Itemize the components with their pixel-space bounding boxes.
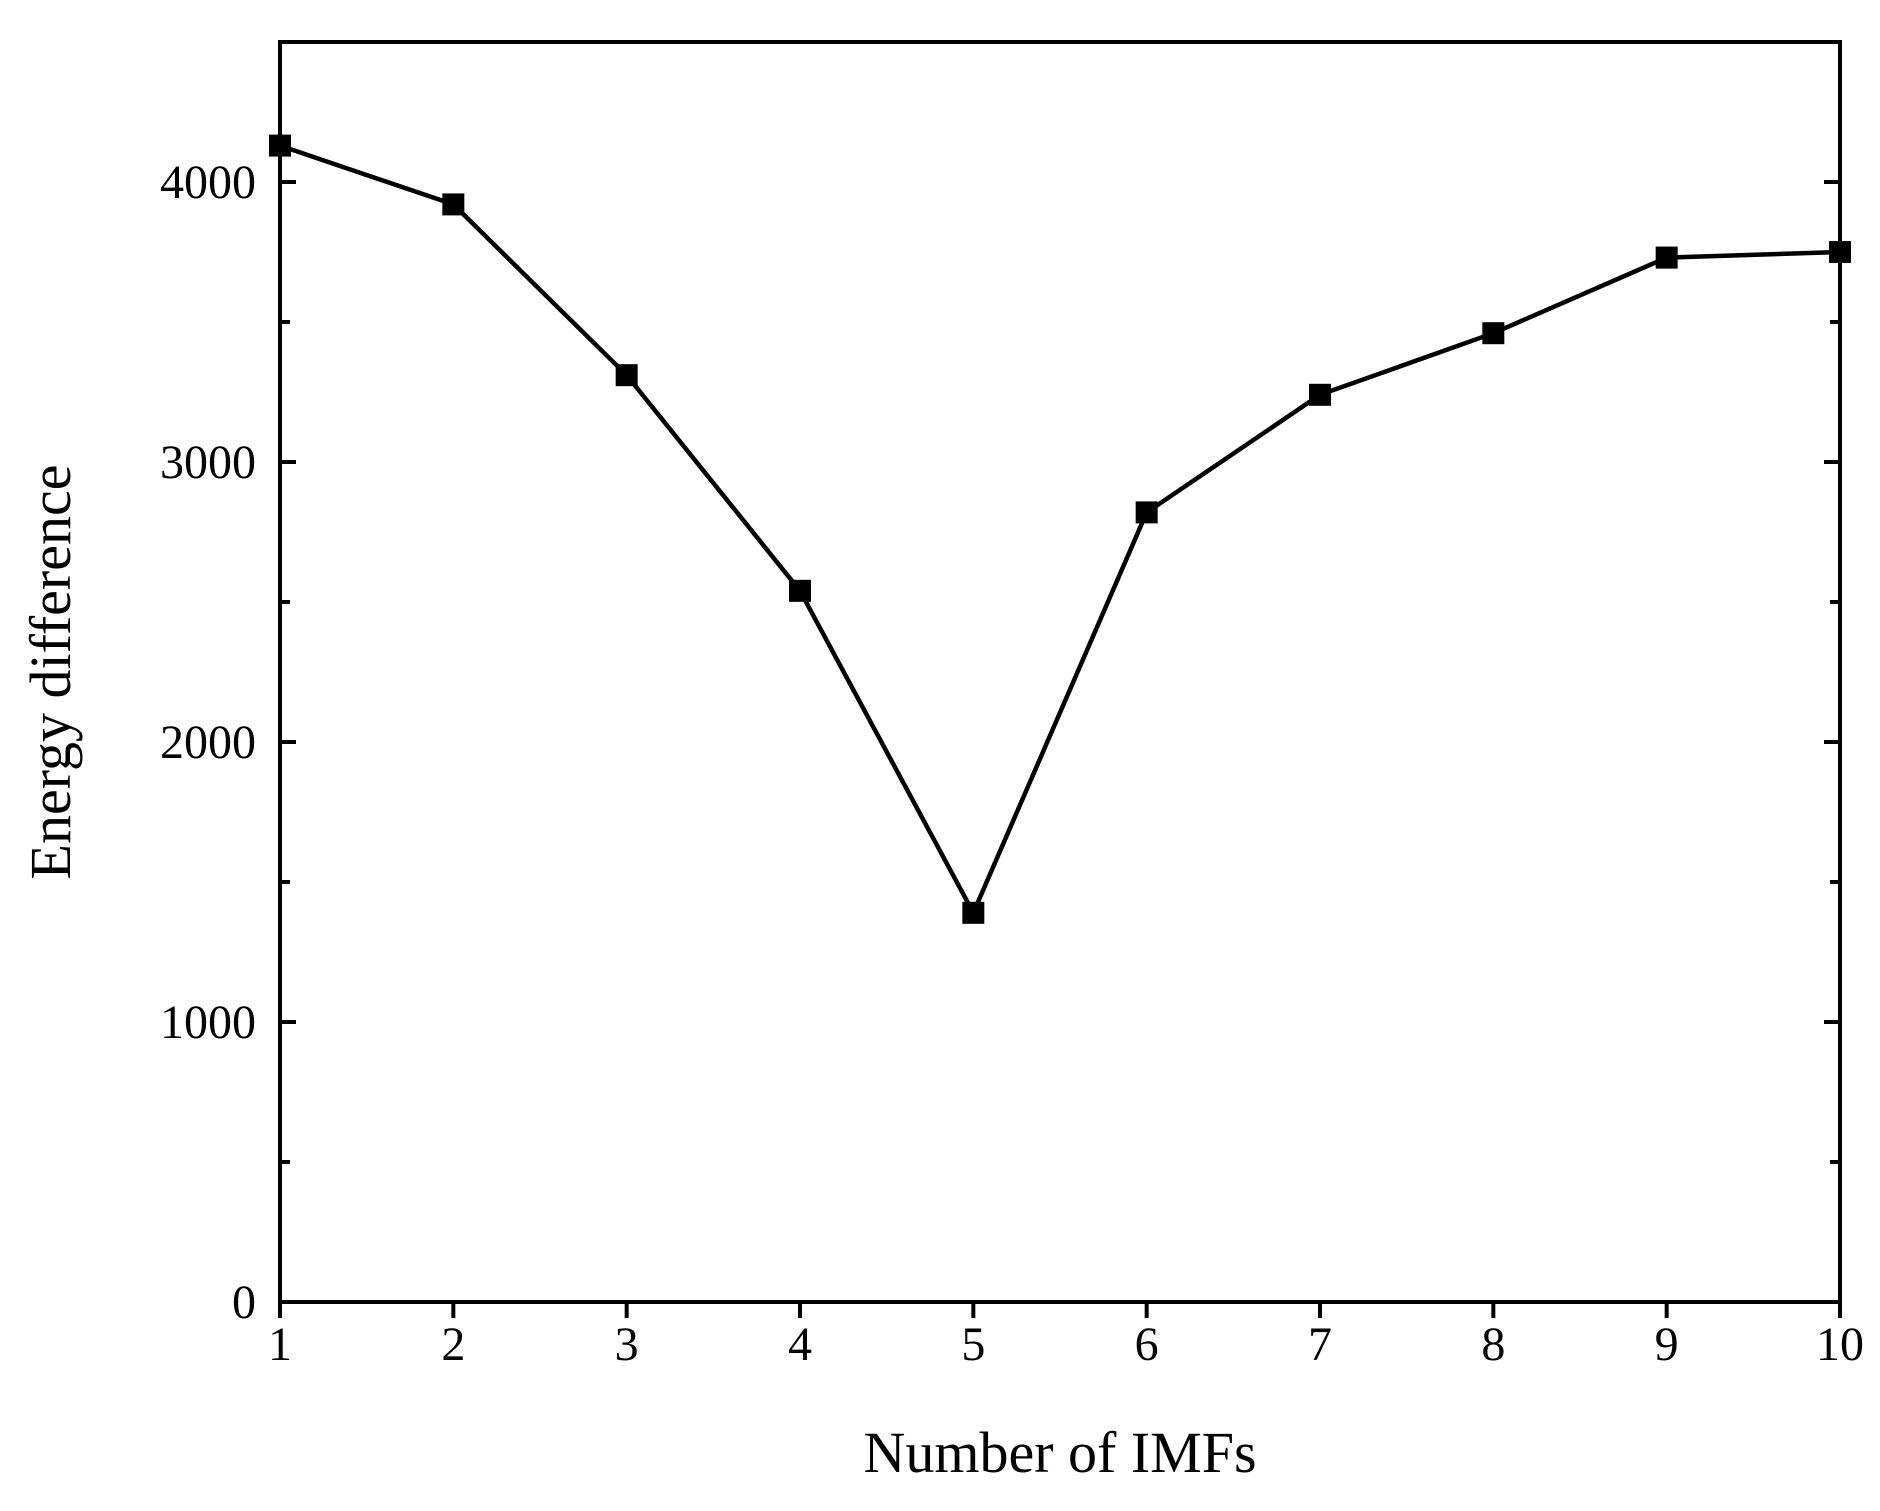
y-tick-label: 1000: [160, 996, 256, 1049]
x-tick-label: 6: [1135, 1318, 1159, 1371]
y-tick-label: 4000: [160, 156, 256, 209]
plot-frame: [278, 40, 1842, 1304]
x-tick-label: 9: [1655, 1318, 1679, 1371]
data-point-marker: [615, 364, 638, 387]
data-point-marker: [269, 134, 291, 157]
data-point-marker: [1482, 322, 1505, 345]
data-point-marker: [1135, 501, 1158, 524]
data-point-marker: [442, 193, 465, 216]
y-tick-label: 0: [232, 1276, 256, 1329]
data-point-marker: [1309, 383, 1331, 406]
x-tick-label: 4: [788, 1318, 812, 1371]
x-tick-labels: 1 2 3 4 5 6 7 8 9 10: [268, 1318, 1864, 1371]
y-tick-label: 3000: [160, 436, 256, 489]
data-point-marker: [1829, 241, 1851, 263]
series-line: [279, 143, 1841, 918]
y-tick-label: 2000: [160, 716, 256, 769]
x-axis-label: Number of IMFs: [863, 1420, 1256, 1485]
x-tick-label: 7: [1308, 1318, 1332, 1371]
x-tick-label: 10: [1816, 1318, 1864, 1371]
data-point-marker: [789, 579, 811, 602]
x-tick-label: 5: [961, 1318, 985, 1371]
series-layer: [269, 134, 1851, 924]
data-point-marker: [962, 901, 985, 924]
x-tick-label: 1: [268, 1318, 292, 1371]
y-tick-labels: 0 1000 2000 3000 4000: [160, 156, 256, 1329]
x-tick-label: 3: [615, 1318, 639, 1371]
y-axis-label: Energy difference: [18, 465, 83, 880]
x-tick-label: 8: [1481, 1318, 1505, 1371]
data-point-marker: [1655, 246, 1678, 269]
x-tick-label: 2: [441, 1318, 465, 1371]
tick-marks: [278, 180, 1842, 1318]
